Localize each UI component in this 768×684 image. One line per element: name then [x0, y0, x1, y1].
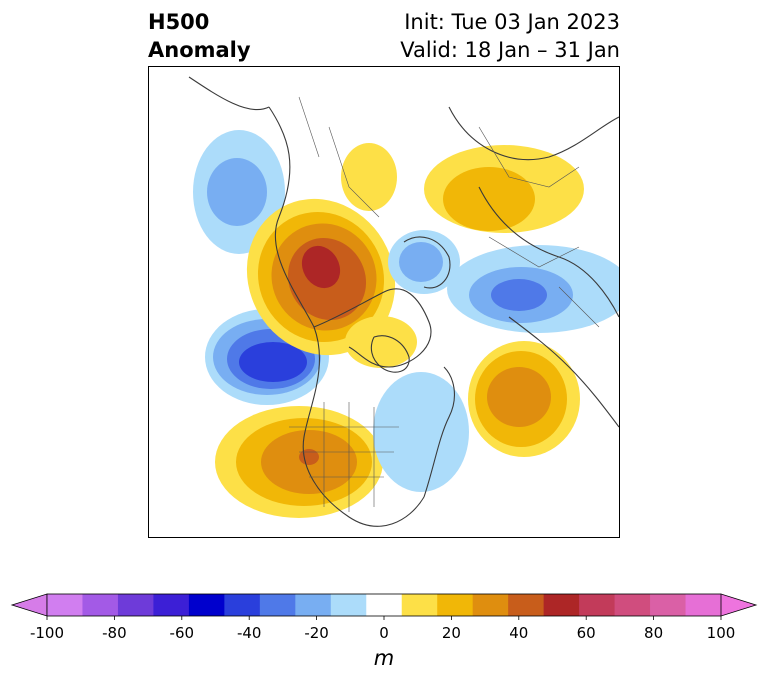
colorbar-extend-low	[10, 593, 48, 617]
anomaly-northern-asia-positive	[424, 145, 584, 233]
date-info: Init: Tue 03 Jan 2023 Valid: 18 Jan – 31…	[400, 8, 620, 64]
title-line-2: Anomaly	[148, 38, 251, 62]
colorbar-tick-label: -60	[169, 624, 195, 642]
colorbar-unit: m	[373, 646, 395, 670]
colorbar-tick-label: 40	[509, 624, 529, 642]
colorbar-segment	[437, 594, 474, 616]
init-date: Init: Tue 03 Jan 2023	[404, 10, 620, 34]
anomaly-map	[148, 66, 620, 538]
colorbar-extend-high	[720, 593, 758, 617]
colorbar-segment	[224, 594, 261, 616]
figure-title: H500 Anomaly	[148, 8, 251, 64]
valid-range: Valid: 18 Jan – 31 Jan	[400, 38, 620, 62]
colorbar	[10, 593, 758, 620]
colorbar-segment	[153, 594, 190, 616]
colorbar-tick-label: 20	[441, 624, 461, 642]
colorbar-tick-label: -20	[304, 624, 329, 642]
colorbar-segment	[82, 594, 119, 616]
colorbar-tick-label: -40	[236, 624, 262, 642]
coastlines	[188, 76, 619, 527]
colorbar-segment	[47, 594, 83, 616]
map-canvas	[188, 76, 619, 527]
colorbar-segment	[401, 594, 438, 616]
colorbar-segment	[330, 594, 367, 616]
anomaly-north-atlantic-positive	[468, 341, 580, 457]
title-line-1: H500	[148, 10, 210, 34]
anomaly-eastern-na-negative	[373, 372, 469, 492]
anomaly-western-us-positive	[215, 406, 383, 518]
colorbar-segment	[117, 594, 154, 616]
colorbar-segment	[188, 594, 225, 616]
colorbar-tick-label: 0	[379, 624, 389, 642]
colorbar-tick-label: 80	[644, 624, 664, 642]
colorbar-segment	[508, 594, 545, 616]
colorbar-segment	[614, 594, 651, 616]
anomaly-central-asia-negative	[447, 245, 619, 333]
colorbar-tick-label: 60	[576, 624, 596, 642]
colorbar-segment	[650, 594, 687, 616]
colorbar-tick-label: 100	[706, 624, 736, 642]
colorbar-segment	[579, 594, 616, 616]
colorbar-segment	[543, 594, 580, 616]
political-borders	[289, 96, 600, 512]
anomaly-bering-negative	[193, 130, 285, 254]
colorbar-segment	[295, 594, 332, 616]
anomaly-northern-europe-negative	[388, 230, 460, 294]
colorbar-tick-label: -100	[29, 624, 65, 642]
colorbar-segment	[685, 594, 722, 616]
colorbar-segment	[366, 594, 403, 616]
colorbar-tick-label: -80	[102, 624, 127, 642]
anomaly-arctic-positive	[246, 143, 417, 368]
colorbar-segment	[259, 594, 296, 616]
colorbar-segment	[472, 594, 509, 616]
